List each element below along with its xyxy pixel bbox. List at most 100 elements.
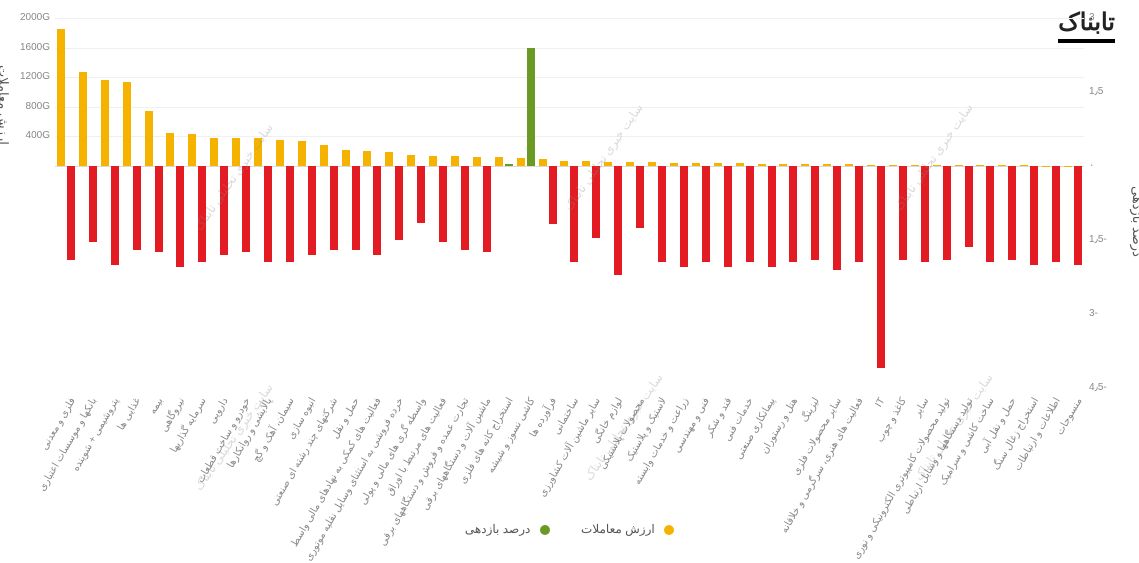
volume-bar — [1020, 165, 1028, 166]
return-bar — [549, 166, 557, 224]
volume-bar — [845, 164, 853, 166]
return-bar — [176, 166, 184, 267]
volume-bar — [692, 163, 700, 166]
volume-bar — [232, 138, 240, 166]
volume-bar — [495, 157, 503, 166]
volume-bar — [407, 155, 415, 166]
volume-bar — [342, 150, 350, 166]
return-bar — [636, 166, 644, 228]
volume-bar — [736, 163, 744, 166]
return-bar — [768, 166, 776, 267]
return-bar — [330, 166, 338, 250]
volume-bar — [473, 157, 481, 166]
volume-bar — [298, 141, 306, 166]
return-bar — [680, 166, 688, 267]
volume-bar — [320, 145, 328, 166]
return-bar — [965, 166, 973, 247]
return-bar — [242, 166, 250, 252]
volume-bar — [145, 111, 153, 166]
chart-plot-area — [55, 18, 1084, 388]
y-right-tick: 1٫5 — [1089, 86, 1125, 97]
volume-bar — [79, 72, 87, 166]
volume-bar — [889, 165, 897, 166]
return-bar — [264, 166, 272, 262]
return-bar — [1030, 166, 1038, 265]
legend-item-volume: ارزش معاملات — [581, 522, 674, 536]
return-bar — [89, 166, 97, 242]
return-bar — [658, 166, 666, 262]
return-bar — [943, 166, 951, 260]
return-bar — [811, 166, 819, 260]
y-left-tick: 1200G — [12, 71, 50, 82]
y-right-axis-title: درصد بازدهی — [1130, 186, 1139, 257]
volume-bar — [779, 164, 787, 166]
volume-bar — [429, 156, 437, 166]
volume-bar — [451, 156, 459, 166]
volume-bar — [123, 82, 131, 166]
y-left-tick: 400G — [12, 130, 50, 141]
return-bar — [67, 166, 75, 260]
legend-swatch-volume — [664, 525, 674, 535]
x-category-label: IT — [874, 396, 888, 409]
return-bar — [1008, 166, 1016, 260]
volume-bar — [254, 138, 262, 166]
volume-bar — [385, 152, 393, 166]
return-bar — [308, 166, 316, 255]
legend-item-return: درصد بازدهی — [465, 522, 550, 536]
return-bar — [724, 166, 732, 267]
y-right-tick: 4٫5- — [1089, 382, 1125, 393]
x-axis-labels: فلزی و معدنیبانکها و موسسات اعتباریپتروش… — [55, 394, 1084, 534]
volume-bar — [582, 161, 590, 166]
volume-bar — [955, 165, 963, 166]
volume-bar — [604, 162, 612, 166]
y-right-tick: 1٫5- — [1089, 234, 1125, 245]
volume-bar — [276, 140, 284, 166]
volume-bar — [758, 164, 766, 166]
y-left-axis-title: ارزش معاملات — [0, 65, 11, 145]
y-left-tick: 1600G — [12, 42, 50, 53]
x-category-label: بیمه — [147, 396, 165, 416]
legend-label-volume: ارزش معاملات — [581, 522, 655, 536]
return-bar — [439, 166, 447, 242]
return-bar — [899, 166, 907, 260]
volume-bar — [823, 164, 831, 166]
volume-bar — [560, 161, 568, 166]
return-bar — [702, 166, 710, 262]
volume-bar — [911, 165, 919, 166]
return-bar — [877, 166, 885, 368]
return-bar — [789, 166, 797, 262]
return-bar — [373, 166, 381, 255]
return-bar — [198, 166, 206, 262]
return-bar — [505, 164, 513, 166]
volume-bar — [670, 163, 678, 166]
legend-swatch-return — [540, 525, 550, 535]
return-bar — [417, 166, 425, 223]
volume-bar — [57, 29, 65, 166]
return-bar — [1074, 166, 1082, 265]
return-bar — [614, 166, 622, 275]
volume-bar — [976, 165, 984, 166]
return-bar — [570, 166, 578, 262]
volume-bar — [210, 138, 218, 166]
return-bar — [352, 166, 360, 250]
volume-bar — [626, 162, 634, 166]
volume-bar — [166, 133, 174, 166]
return-bar — [986, 166, 994, 262]
return-bar — [527, 48, 535, 166]
y-right-tick: ۰ — [1089, 160, 1125, 171]
y-left-tick: 2000G — [12, 12, 50, 23]
y-right-tick: 3 — [1089, 12, 1125, 23]
return-bar — [483, 166, 491, 252]
return-bar — [286, 166, 294, 262]
chart-legend: درصد بازدهی ارزش معاملات — [0, 522, 1139, 536]
volume-bar — [363, 151, 371, 166]
y-left-tick: 800G — [12, 101, 50, 112]
return-bar — [746, 166, 754, 262]
volume-bar — [933, 165, 941, 166]
y-right-tick: 3- — [1089, 308, 1125, 319]
x-category-label: لیزینگ — [799, 396, 822, 424]
return-bar — [220, 166, 228, 255]
return-bar — [921, 166, 929, 262]
volume-bar — [867, 165, 875, 166]
volume-bar — [101, 80, 109, 166]
